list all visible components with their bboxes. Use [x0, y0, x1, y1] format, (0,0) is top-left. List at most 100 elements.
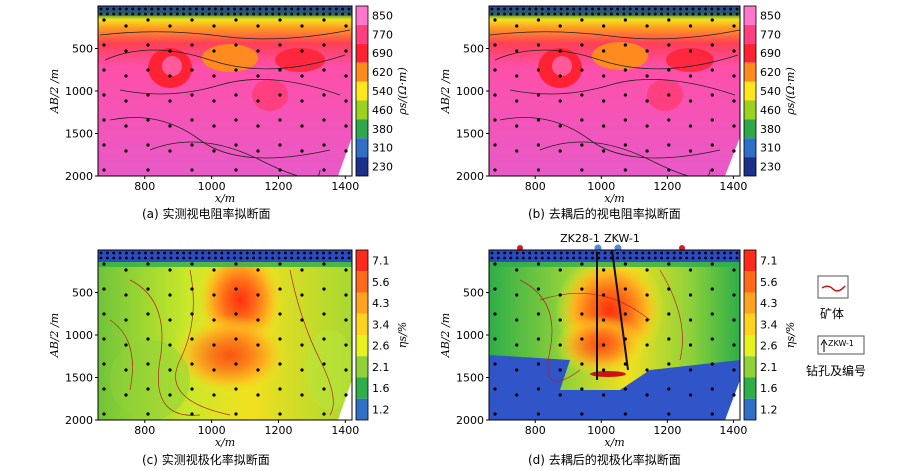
y-tick-label: 2000 [65, 414, 93, 427]
ore-body-shape [590, 371, 626, 377]
colorbar-tick-label: 3.4 [372, 318, 390, 331]
sample-point [309, 251, 313, 255]
sample-point [528, 251, 532, 255]
sample-point [667, 312, 671, 316]
sample-point [553, 12, 557, 16]
sample-point [290, 12, 294, 16]
sample-point [190, 387, 194, 391]
sample-point [131, 251, 135, 255]
sample-point [182, 7, 186, 11]
sample-point [168, 343, 172, 347]
sample-point [234, 337, 238, 341]
sample-point [697, 7, 701, 11]
sample-point [534, 12, 538, 16]
sample-point [679, 251, 682, 255]
drill-legend-box [817, 335, 865, 355]
sample-point [558, 343, 562, 347]
caption-b: (b) 去耦后的视电阻率拟断面 [528, 207, 681, 221]
sample-point [125, 256, 128, 260]
sample-point [710, 251, 714, 255]
sample-point [212, 368, 216, 372]
sample-point [645, 343, 649, 347]
sample-point [190, 262, 194, 266]
sample-point [602, 268, 606, 272]
sample-point [190, 43, 194, 47]
sample-point [322, 7, 325, 11]
sample-point [233, 7, 236, 11]
sample-point [175, 7, 179, 11]
sample-point [641, 256, 645, 260]
colorbar-tick-label: 770 [760, 28, 781, 41]
sample-point [710, 387, 714, 391]
sample-point [169, 12, 173, 16]
sample-point [645, 393, 649, 397]
y-tick-label: 1500 [456, 128, 484, 141]
sample-point [496, 7, 500, 11]
sample-point [322, 251, 325, 255]
sample-point [303, 256, 306, 260]
sample-point [102, 262, 106, 266]
sample-point [322, 43, 326, 47]
sample-point [234, 387, 238, 391]
sample-point [344, 99, 348, 103]
sample-point [168, 268, 172, 272]
sample-point [603, 251, 607, 255]
sample-point [190, 68, 194, 72]
sample-point [580, 143, 584, 147]
sample-point [347, 12, 351, 16]
sample-point [137, 251, 141, 255]
panel-c: 800 1000 1200 1400 500 1000 1500 2000 x/m AB/2 /m… [48, 249, 409, 449]
sample-point [732, 49, 736, 53]
sample-point [146, 362, 150, 366]
sample-point [284, 12, 287, 16]
sample-point [688, 368, 693, 372]
sample-point [558, 49, 562, 53]
sample-point [493, 143, 497, 147]
sample-point [220, 256, 224, 260]
sample-point [146, 93, 150, 97]
sample-point [729, 12, 733, 16]
sample-point [723, 251, 726, 255]
sample-point [334, 7, 338, 11]
sample-point [688, 124, 693, 128]
sample-point [553, 7, 557, 11]
sample-point [685, 12, 689, 16]
sample-point [201, 256, 205, 260]
sample-point [602, 318, 606, 322]
sample-point [597, 12, 601, 16]
sample-point [732, 393, 736, 397]
sample-point [580, 412, 584, 416]
sample-point [710, 362, 714, 366]
sample-point [667, 387, 671, 391]
sample-point [233, 251, 236, 255]
colorbar-swatch [744, 62, 756, 82]
sample-point [679, 256, 682, 260]
sample-point [580, 118, 584, 122]
sample-point [515, 393, 519, 397]
sample-point [685, 256, 689, 260]
sample-point [146, 287, 150, 291]
sample-point [628, 7, 632, 11]
sample-point [102, 312, 106, 316]
sample-point [112, 256, 116, 260]
sample-point [493, 118, 497, 122]
colorbar-tick-label: 7.1 [372, 255, 390, 268]
sample-point [667, 93, 671, 97]
sample-point [710, 262, 714, 266]
sample-point [322, 68, 326, 72]
sample-point [328, 12, 332, 16]
sample-point [239, 7, 243, 11]
colorbar-swatch [744, 119, 756, 139]
sample-point [723, 12, 726, 16]
sample-point [102, 118, 106, 122]
colorbar-tick-label: 460 [760, 104, 781, 117]
colorbar-tick-label: 540 [760, 85, 781, 98]
panel-a-axes: 800 1000 1200 1400 500 1000 1500 2000 x/m AB/2 /m [48, 43, 359, 206]
sample-point [322, 262, 326, 266]
sample-point [653, 251, 657, 255]
sample-point [679, 12, 682, 16]
sample-point [558, 99, 562, 103]
sample-point [536, 43, 541, 47]
sample-point [169, 256, 173, 260]
x-tick-label: 1200 [653, 424, 681, 437]
